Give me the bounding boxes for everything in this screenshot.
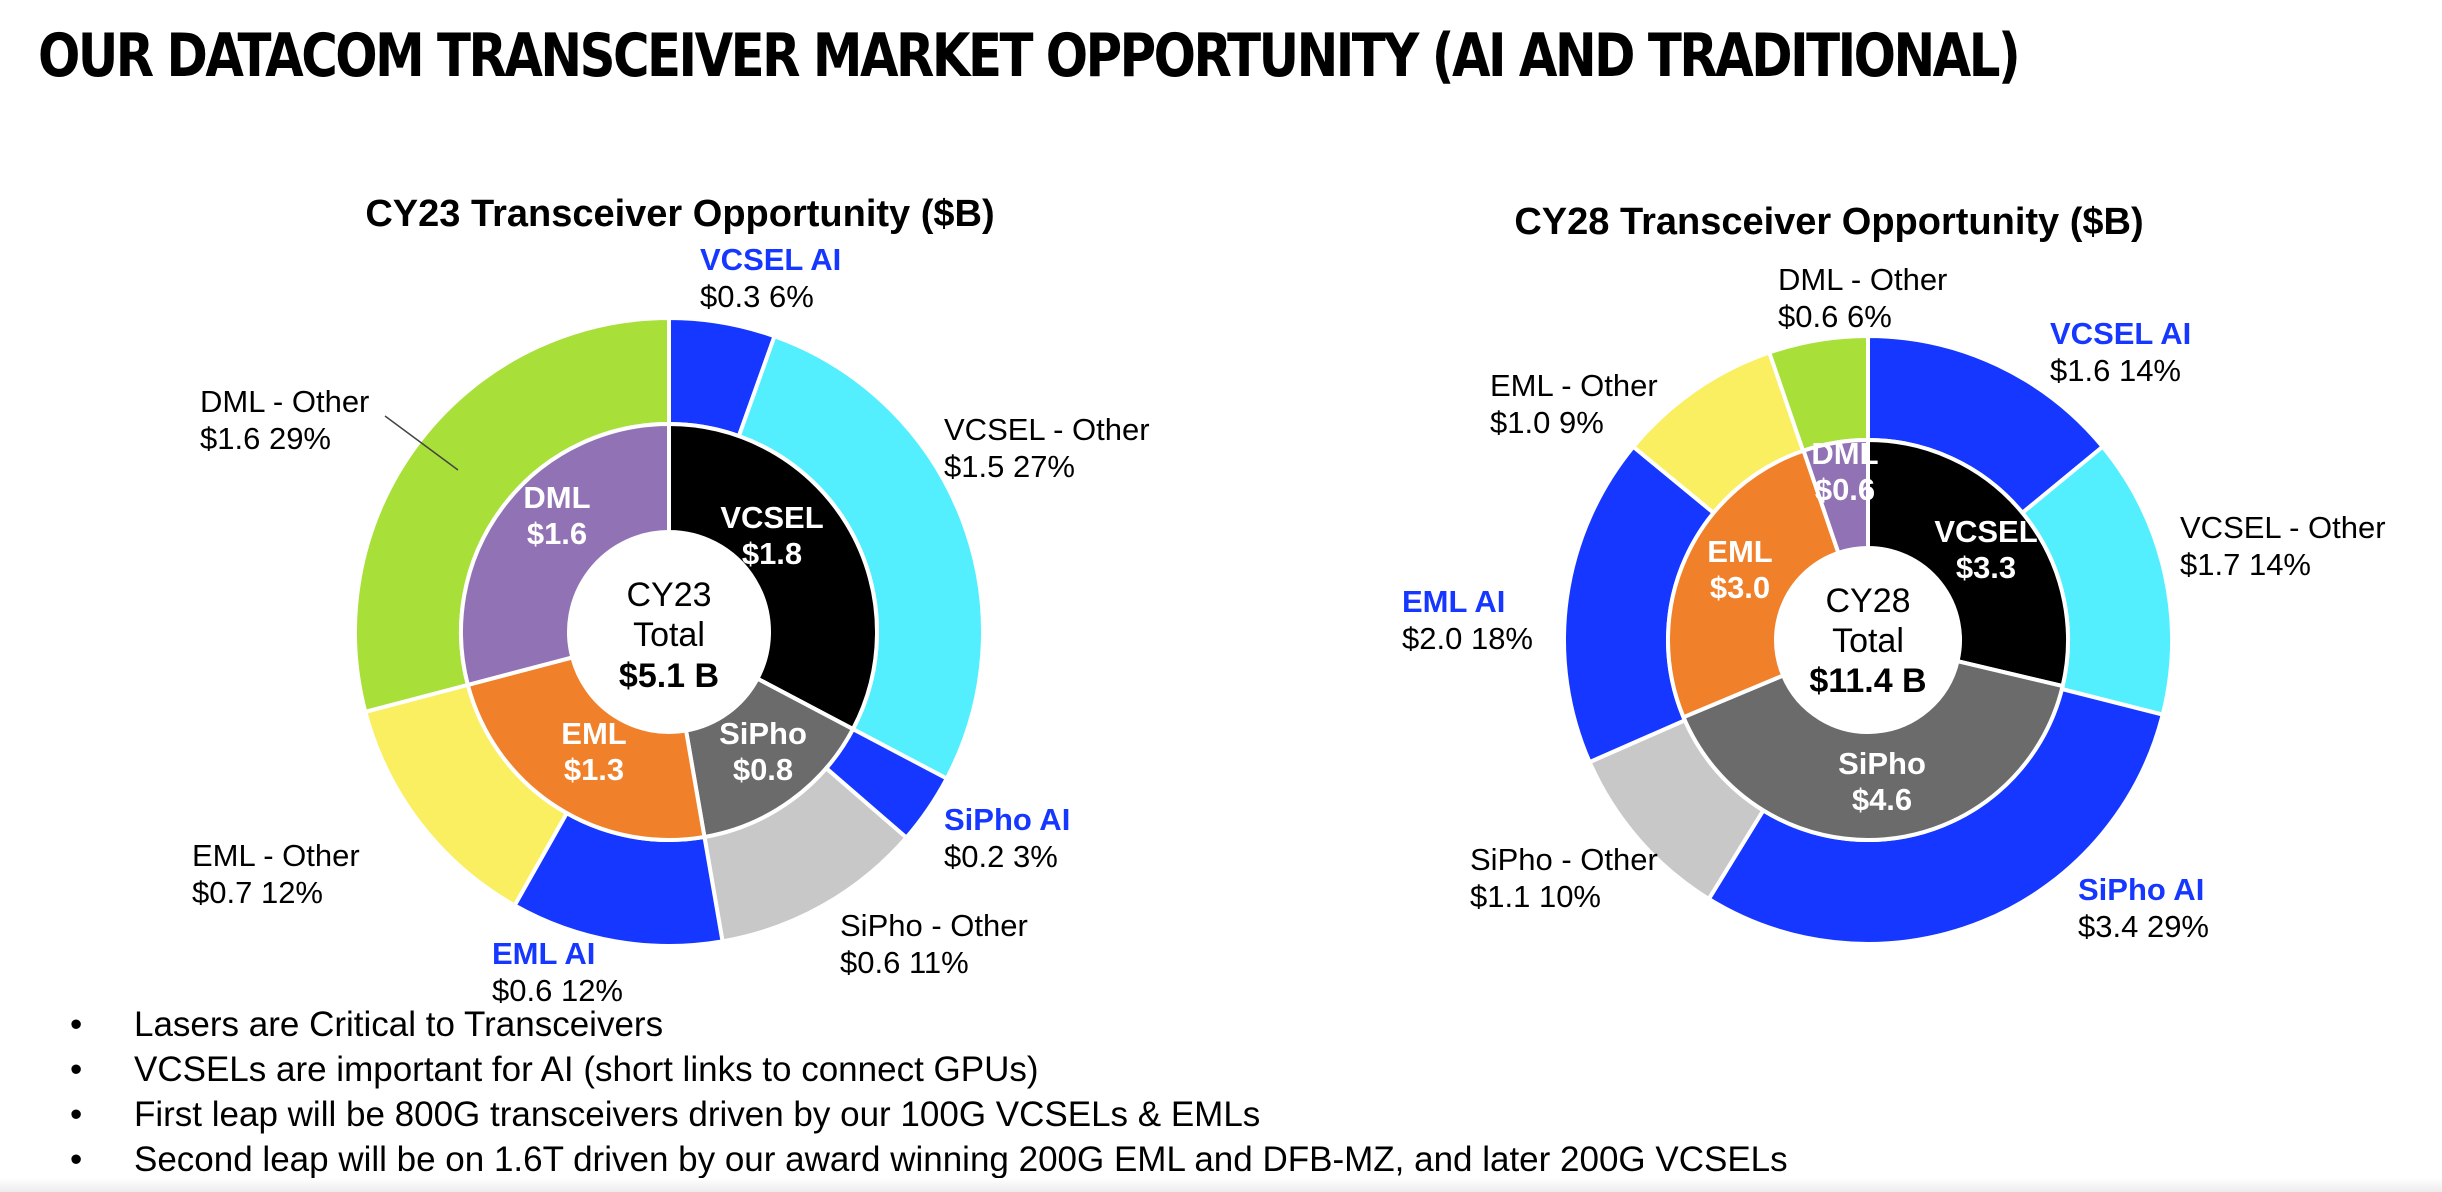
outer-label-vcsel-ai: VCSEL AI	[2050, 316, 2191, 351]
bullet-item: • VCSELs are important for AI (short link…	[70, 1047, 1788, 1092]
inner-slice-sipho	[683, 675, 856, 840]
outer-label-eml-other: EML - Other	[1490, 368, 1658, 403]
inner-value-dml: $0.6	[1815, 472, 1875, 507]
inner-label-dml: DML	[1811, 436, 1878, 471]
inner-value-dml: $1.6	[527, 516, 587, 551]
bullet-list: • Lasers are Critical to Transceivers • VC…	[70, 1002, 1788, 1182]
inner-slice-sipho	[1680, 658, 2066, 842]
inner-label-vcsel: VCSEL	[720, 500, 823, 535]
center-label-line: Total	[1832, 622, 1904, 660]
outer-value-vcsel-ai: $1.6 14%	[2050, 353, 2181, 388]
inner-slice-eml	[1666, 448, 1841, 720]
inner-label-sipho: SiPho	[1838, 746, 1926, 781]
outer-label-sipho-ai: SiPho AI	[944, 802, 1070, 837]
outer-value-eml-other: $0.7 12%	[192, 875, 323, 910]
outer-label-dml-other: DML - Other	[1778, 262, 1947, 297]
bullet-item: • First leap will be 800G transceivers dr…	[70, 1092, 1788, 1137]
outer-label-sipho-other: SiPho - Other	[1470, 842, 1658, 877]
inner-slice-vcsel	[1866, 437, 2070, 689]
outer-value-eml-ai: $0.6 12%	[492, 973, 623, 1008]
outer-label-vcsel-other: VCSEL - Other	[2180, 510, 2386, 545]
outer-label-eml-other: EML - Other	[192, 838, 360, 873]
inner-slice-dml	[1801, 437, 1870, 556]
inner-label-sipho: SiPho	[719, 716, 807, 751]
outer-value-eml-other: $1.0 9%	[1490, 405, 1604, 440]
bullet-item: • Lasers are Critical to Transceivers	[70, 1002, 1788, 1047]
outer-value-dml-other: $1.6 29%	[200, 421, 331, 456]
inner-slice-dml	[459, 421, 671, 688]
outer-value-dml-other: $0.6 6%	[1778, 299, 1892, 334]
bullet-marker: •	[70, 1005, 83, 1044]
bullet-marker: •	[70, 1050, 83, 1089]
bullet-text: Lasers are Critical to Transceivers	[134, 1005, 664, 1044]
center-label-line: CY23	[626, 576, 711, 614]
inner-label-dml: DML	[523, 480, 590, 515]
inner-value-sipho: $0.8	[733, 752, 793, 787]
outer-value-vcsel-other: $1.7 14%	[2180, 547, 2311, 582]
inner-value-eml: $3.0	[1710, 570, 1770, 605]
inner-label-eml: EML	[1707, 534, 1772, 569]
bullet-text: VCSELs are important for AI (short links…	[134, 1050, 1039, 1089]
center-label-line: $11.4 B	[1809, 662, 1926, 700]
donut-chart-cy28: CY28 Transceiver Opportunity ($B)VCSEL$3…	[1402, 201, 2386, 946]
outer-label-eml-ai: EML AI	[492, 936, 595, 971]
outer-label-vcsel-other: VCSEL - Other	[944, 412, 1150, 447]
bullet-marker: •	[70, 1095, 83, 1134]
center-label-line: Total	[633, 616, 705, 654]
outer-label-sipho-other: SiPho - Other	[840, 908, 1028, 943]
center-label-line: $5.1 B	[619, 657, 719, 695]
outer-value-sipho-ai: $3.4 29%	[2078, 909, 2209, 944]
outer-label-dml-other: DML - Other	[200, 384, 369, 419]
bullet-text: Second leap will be on 1.6T driven by ou…	[134, 1140, 1788, 1179]
outer-value-eml-ai: $2.0 18%	[1402, 621, 1533, 656]
bullet-item: • Second leap will be on 1.6T driven by o…	[70, 1137, 1788, 1182]
inner-slice-eml	[465, 654, 707, 842]
outer-value-vcsel-other: $1.5 27%	[944, 449, 1075, 484]
outer-label-eml-ai: EML AI	[1402, 584, 1505, 619]
center-label-line: CY28	[1825, 582, 1910, 620]
donut-hole	[1778, 550, 1958, 730]
inner-value-vcsel: $3.3	[1956, 550, 2016, 585]
bullet-marker: •	[70, 1140, 83, 1179]
outer-value-vcsel-ai: $0.3 6%	[700, 279, 814, 314]
inner-slice-vcsel	[667, 421, 879, 732]
slide-bottom-shadow	[0, 1178, 2442, 1192]
outer-label-vcsel-ai: VCSEL AI	[700, 242, 841, 277]
inner-label-vcsel: VCSEL	[1934, 514, 2037, 549]
outer-value-sipho-other: $0.6 11%	[840, 945, 969, 980]
inner-value-sipho: $4.6	[1852, 782, 1912, 817]
bullet-text: First leap will be 800G transceivers dri…	[134, 1095, 1261, 1134]
outer-value-sipho-other: $1.1 10%	[1470, 879, 1601, 914]
outer-label-sipho-ai: SiPho AI	[2078, 872, 2204, 907]
inner-value-eml: $1.3	[564, 752, 624, 787]
donut-chart-cy23: CY23 Transceiver Opportunity ($B)VCSEL$1…	[192, 193, 1150, 1008]
page-title: OUR DATACOM TRANSCEIVER MARKET OPPORTUNI…	[38, 21, 2021, 91]
inner-label-eml: EML	[561, 716, 626, 751]
chart-title: CY23 Transceiver Opportunity ($B)	[365, 193, 994, 235]
donut-hole	[571, 534, 767, 730]
chart-title: CY28 Transceiver Opportunity ($B)	[1514, 201, 2143, 243]
outer-value-sipho-ai: $0.2 3%	[944, 839, 1058, 874]
inner-value-vcsel: $1.8	[742, 536, 802, 571]
leader-line	[384, 415, 459, 471]
